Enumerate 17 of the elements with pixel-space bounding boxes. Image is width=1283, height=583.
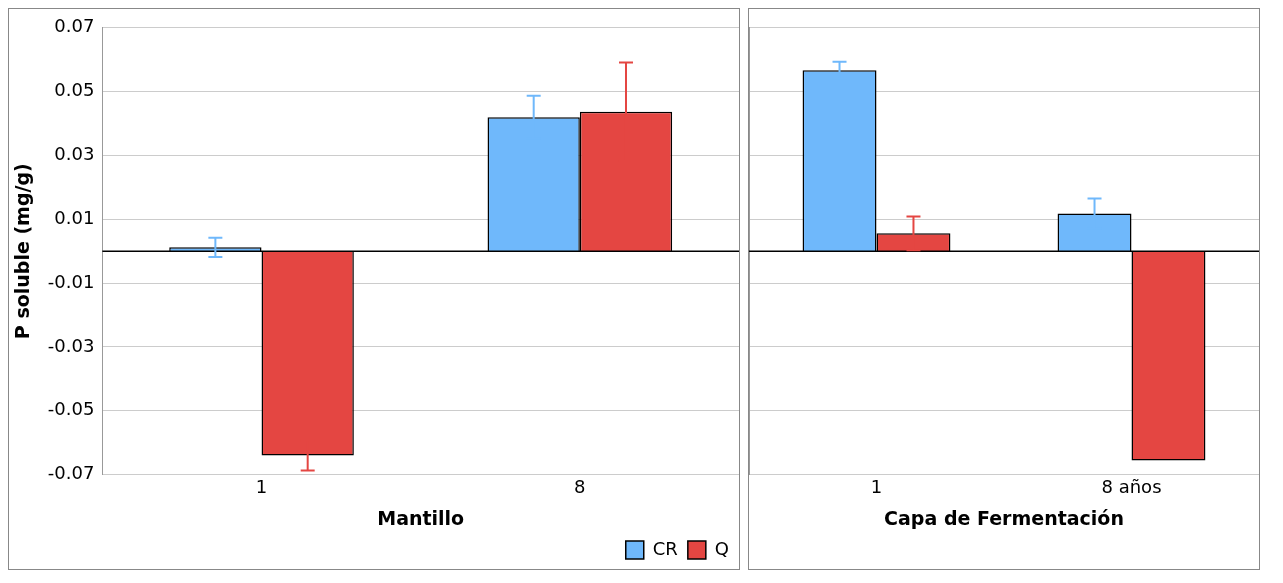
legend-label: Q (714, 537, 729, 559)
legend-label: CR (652, 537, 678, 559)
y-axis-title: P soluble (mg/g) (11, 163, 34, 340)
y-tick-label: 0.03 (54, 143, 95, 165)
x-tick-label: 1 (870, 476, 883, 498)
y-tick-label: 0.05 (54, 79, 95, 101)
x-tick-label: 1 (255, 476, 268, 498)
y-tick-label: -0.01 (47, 270, 95, 292)
y-tick-label: 0.07 (54, 15, 95, 37)
x-axis-title: Mantillo (377, 506, 465, 529)
y-tick-label: -0.07 (47, 462, 95, 484)
x-tick-label: 8 años (1101, 476, 1162, 498)
y-tick-label: 0.01 (54, 206, 95, 228)
y-tick-label: -0.03 (47, 334, 95, 356)
x-tick-label: 8 (574, 476, 586, 498)
y-tick-label: -0.05 (47, 398, 95, 420)
x-axis-title: Capa de Fermentación (884, 506, 1124, 529)
